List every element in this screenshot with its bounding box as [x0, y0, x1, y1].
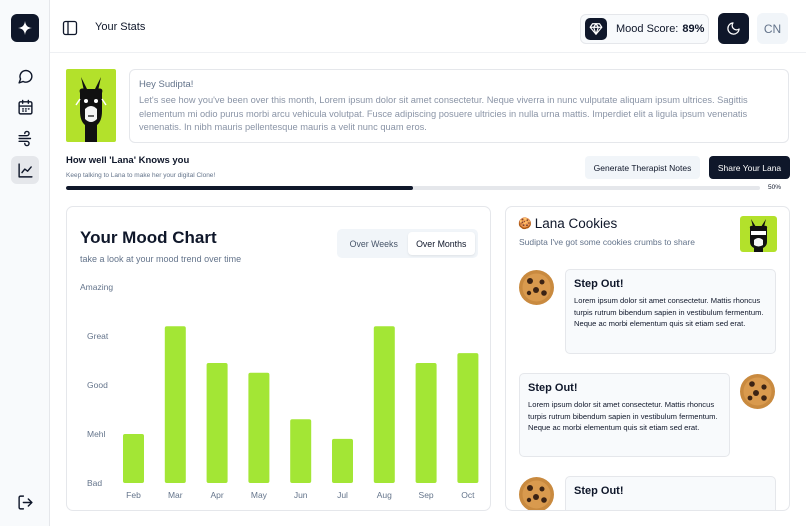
cookie-message-card: Step Out! Lorem ipsum dolor sit amet con…: [565, 269, 776, 354]
x-tick-label: Sep: [419, 490, 434, 500]
diamond-icon: [585, 18, 607, 40]
x-tick-label: Jun: [294, 490, 308, 500]
intro-greeting: Hey Sudipta!: [139, 79, 194, 90]
mood-score-label: Mood Score:: [616, 23, 679, 35]
knowledge-progress-bar: [66, 186, 760, 190]
cookie-message-card: Step Out! Lorem ipsum dolor sit amet con…: [519, 373, 730, 457]
mood-bar-mar[interactable]: [164, 326, 186, 483]
logout-icon: [17, 494, 33, 510]
x-tick-label: Mar: [168, 490, 183, 500]
y-tick-label: Mehl: [87, 429, 106, 439]
x-tick-label: Jul: [337, 490, 348, 500]
lana-knowledge-title: How well 'Lana' Knows you: [66, 155, 190, 166]
mood-score-badge: Mood Score: 89%: [580, 14, 709, 44]
cookie-message-title: Step Out!: [574, 278, 624, 290]
mood-bar-jun[interactable]: [290, 419, 312, 483]
wind-icon: [17, 130, 31, 146]
logout-button[interactable]: [11, 488, 39, 516]
knowledge-progress-fill: [66, 186, 413, 190]
mood-score-value: 89%: [682, 23, 705, 35]
mood-bar-feb[interactable]: [123, 434, 144, 483]
mood-bar-may[interactable]: [248, 372, 270, 483]
moon-icon: [727, 22, 740, 35]
user-avatar[interactable]: CN: [757, 13, 788, 44]
lana-cookies-card: 🍪 Lana Cookies Sudipta I've got some coo…: [505, 206, 790, 511]
sidebar-item-calendar[interactable]: [11, 93, 39, 121]
calendar-icon: [17, 99, 33, 115]
tab-over-months[interactable]: Over Months: [407, 232, 475, 255]
cookie-message-title: Step Out!: [528, 382, 578, 394]
lana-llama-small-avatar: [740, 216, 777, 252]
mood-bar-apr[interactable]: [206, 362, 228, 483]
x-tick-label: Oct: [461, 490, 475, 500]
x-tick-label: May: [251, 490, 268, 500]
chat-bubble-icon: [17, 69, 33, 84]
knowledge-progress-label: 50%: [768, 184, 782, 191]
tab-over-weeks[interactable]: Over Weeks: [349, 238, 398, 249]
cookie-emoji: 🍪: [518, 218, 532, 230]
cookie-message-body: Lorem ipsum dolor sit amet consectetur. …: [574, 296, 764, 328]
cookie-icon: [739, 373, 776, 410]
mood-bar-jul[interactable]: [332, 438, 353, 483]
sidebar-toggle-icon[interactable]: [62, 20, 78, 36]
intro-message: Hey Sudipta! Let's see how you've been o…: [129, 69, 789, 143]
mood-chart-card: Your Mood Chart take a look at your mood…: [66, 206, 491, 511]
x-tick-label: Feb: [126, 490, 141, 500]
sidebar-item-stats[interactable]: [11, 156, 39, 184]
y-tick-label: Amazing: [80, 282, 113, 292]
x-tick-label: Aug: [377, 490, 392, 500]
app-logo[interactable]: [11, 14, 39, 42]
cookies-title-text: Lana Cookies: [534, 216, 618, 231]
cookie-message-title: Step Out!: [574, 485, 624, 497]
header: Your Stats Mood Score: 89% CN: [50, 0, 806, 53]
cookie-message-card: Step Out!: [565, 476, 776, 510]
theme-toggle-button[interactable]: [718, 13, 749, 44]
cookies-title: 🍪 Lana Cookies: [518, 216, 617, 231]
lana-knowledge-subtitle: Keep talking to Lana to make her your di…: [66, 172, 216, 179]
sparkle-icon: [18, 21, 32, 35]
generate-therapist-notes-button[interactable]: Generate Therapist Notes: [585, 156, 700, 179]
chart-icon: [17, 162, 33, 178]
intro-body: Let's see how you've been over this mont…: [139, 95, 748, 132]
mood-chart-subtitle: take a look at your mood trend over time: [80, 254, 242, 264]
page-title: Your Stats: [95, 21, 146, 33]
y-tick-label: Good: [87, 380, 108, 390]
lana-llama-avatar: [66, 69, 116, 142]
y-tick-label: Great: [87, 331, 109, 341]
cookie-message-body: Lorem ipsum dolor sit amet consectetur. …: [528, 400, 718, 432]
mood-bar-oct[interactable]: [457, 353, 479, 483]
mood-chart-title: Your Mood Chart: [80, 228, 217, 247]
sidebar-item-breathe[interactable]: [11, 124, 39, 152]
mood-bar-chart: Bad Mehl Good Great Amazing Feb Mar Apr May Jun Ju…: [80, 282, 479, 500]
mood-bar-sep[interactable]: [415, 362, 437, 483]
mood-bar-aug[interactable]: [373, 326, 395, 483]
cookies-subtitle: Sudipta I've got some cookies crumbs to …: [519, 237, 695, 247]
cookie-icon: [518, 269, 555, 306]
sidebar-item-chat[interactable]: [11, 62, 39, 90]
share-lana-button[interactable]: Share Your Lana: [709, 156, 790, 179]
sidebar: [0, 0, 50, 526]
x-tick-label: Apr: [210, 490, 223, 500]
time-range-toggle: Over Weeks Over Months: [337, 229, 478, 258]
cookie-icon: [518, 476, 555, 510]
y-tick-label: Bad: [87, 478, 102, 488]
